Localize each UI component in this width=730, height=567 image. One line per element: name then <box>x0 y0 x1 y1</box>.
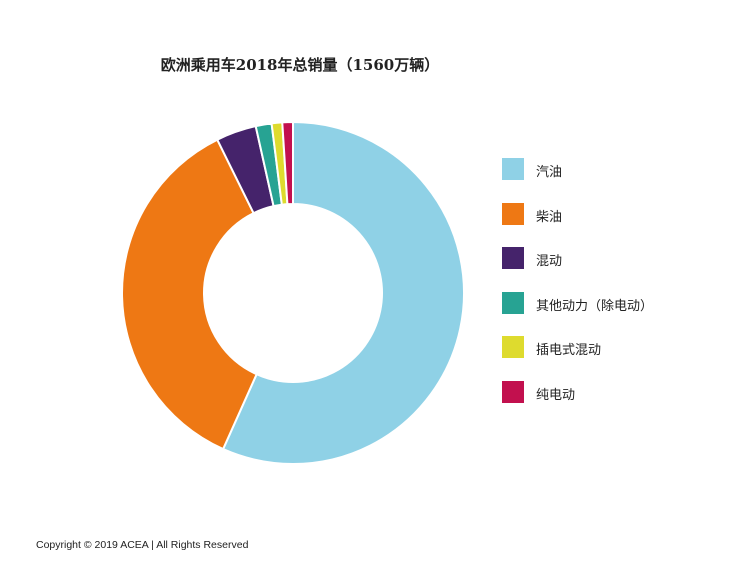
legend-label: 其他动力（除电动） <box>536 298 654 314</box>
legend-swatch <box>502 202 524 225</box>
legend-swatch <box>502 291 524 314</box>
legend-swatch <box>502 380 524 403</box>
chart-title: 欧洲乘用车2018年总销量（1560万辆） <box>160 56 440 74</box>
donut-chart <box>121 120 465 465</box>
donut-slice-5 <box>281 120 294 206</box>
legend-label: 混动 <box>536 254 563 269</box>
legend-label: 纯电动 <box>536 387 576 403</box>
donut-slice-1 <box>121 138 258 451</box>
legend-swatch <box>502 336 524 358</box>
legend-label: 汽油 <box>536 165 563 180</box>
legend-label: 柴油 <box>536 209 563 225</box>
legend-swatch <box>502 158 524 180</box>
legend-swatch <box>502 247 524 269</box>
legend-label: 插电式混动 <box>536 343 602 358</box>
copyright-text: Copyright © 2019 ACEA | All Rights Reser… <box>36 539 249 551</box>
donut-slice-0 <box>221 120 465 465</box>
